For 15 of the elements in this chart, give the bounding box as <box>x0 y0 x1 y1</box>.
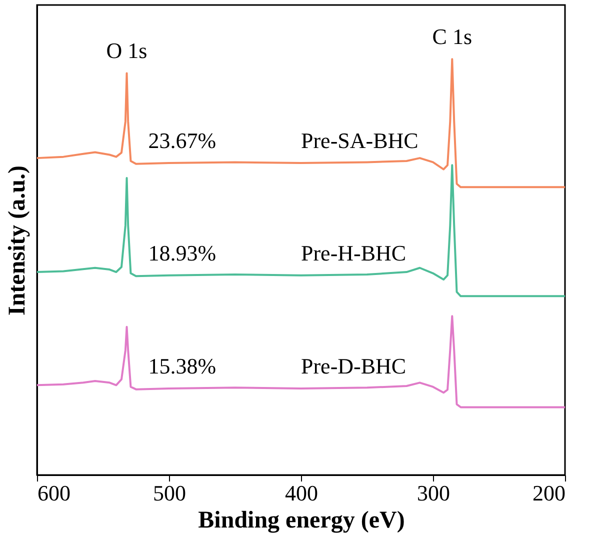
annotation: O 1s <box>106 38 148 64</box>
series-label: Pre-SA-BHC <box>301 128 418 154</box>
series-label: Pre-H-BHC <box>301 240 406 266</box>
x-tick-label: 300 <box>417 480 450 506</box>
x-tick-label: 200 <box>532 480 566 506</box>
y-axis-title: Intensity (a.u.) <box>4 165 30 316</box>
annotation: C 1s <box>432 24 472 50</box>
x-tick-label: 600 <box>38 480 70 506</box>
x-tick-label: 500 <box>153 480 186 506</box>
annotation: 15.38% <box>148 353 216 378</box>
annotation: 18.93% <box>148 240 216 266</box>
annotation: 23.67% <box>148 128 216 154</box>
series-label: Pre-D-BHC <box>301 353 406 378</box>
x-axis-title: Binding energy (eV) <box>198 508 405 534</box>
x-tick-label: 400 <box>285 480 318 506</box>
